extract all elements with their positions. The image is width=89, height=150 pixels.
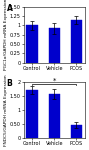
Bar [49, 94, 60, 138]
Y-axis label: PGC1α/GAPDH mRNA Expression: PGC1α/GAPDH mRNA Expression [4, 0, 8, 70]
Bar [26, 25, 38, 63]
Text: A: A [6, 4, 12, 13]
Bar [71, 20, 82, 63]
Text: *: * [53, 78, 56, 84]
Y-axis label: FNDC5/GAPDH mRNA Expression: FNDC5/GAPDH mRNA Expression [4, 74, 8, 146]
Bar [49, 28, 60, 63]
Bar [71, 125, 82, 138]
Text: B: B [6, 79, 12, 88]
Bar [26, 90, 38, 138]
